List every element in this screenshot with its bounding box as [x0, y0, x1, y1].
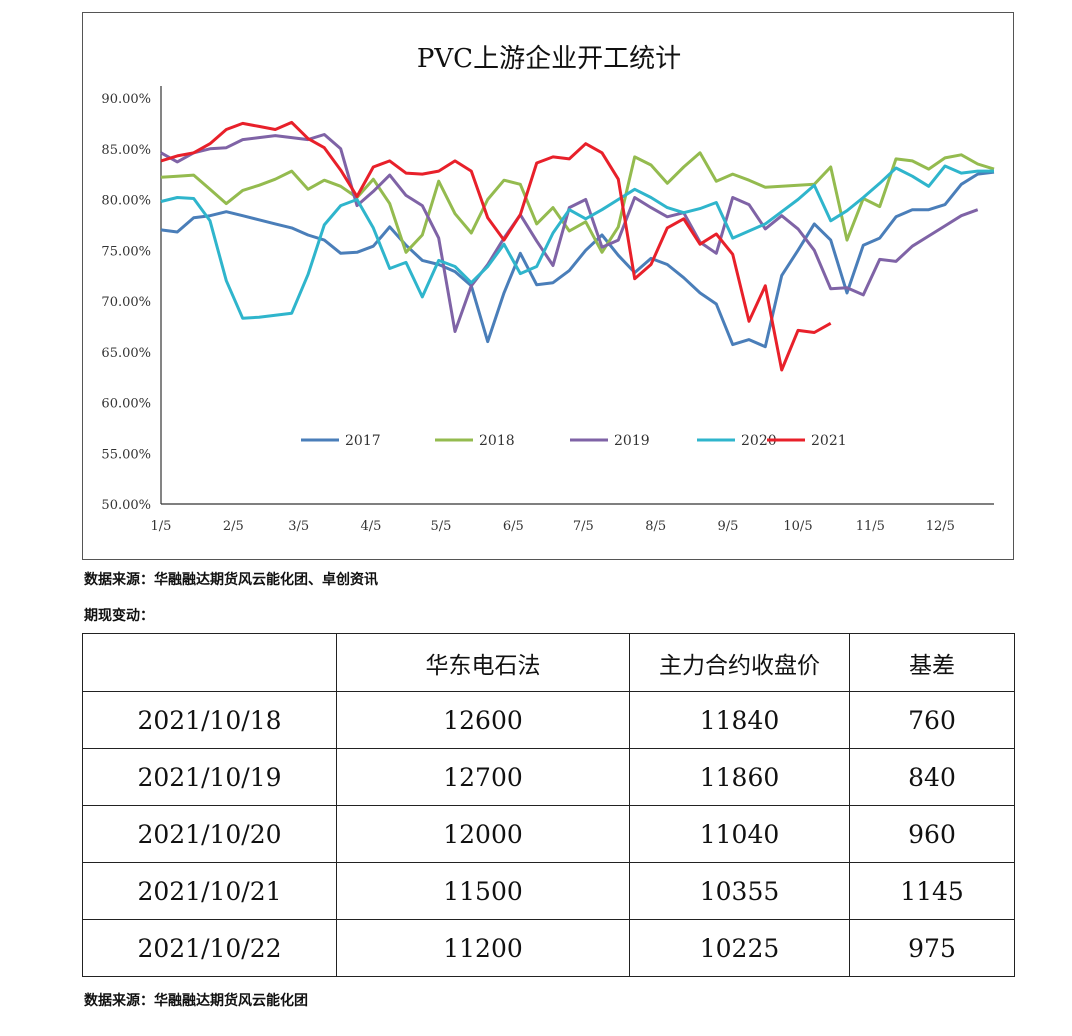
legend-label-2018: 2018 — [479, 433, 515, 449]
header-cell: 华东电石法 — [336, 633, 630, 692]
spot-cell: 12000 — [336, 805, 630, 863]
x-tick-label: 6/5 — [503, 519, 524, 534]
table-row: 2021/10/22 11200 10225 975 — [82, 919, 1015, 977]
y-tick-label: 60.00% — [101, 397, 151, 412]
futures-cell: 11840 — [629, 691, 850, 749]
header-cell: 基差 — [849, 633, 1015, 692]
x-tick-label: 9/5 — [718, 519, 739, 534]
x-tick-label: 11/5 — [856, 519, 885, 534]
legend-label-2021: 2021 — [811, 433, 847, 449]
date-cell: 2021/10/22 — [82, 919, 337, 977]
legend-label-2020: 2020 — [741, 433, 777, 449]
x-tick-label: 2/5 — [223, 519, 244, 534]
table-row: 2021/10/18 12600 11840 760 — [82, 691, 1015, 749]
y-tick-label: 75.00% — [101, 244, 151, 259]
data-source-note: 数据来源：华融融达期货风云能化团、卓创资讯 — [84, 572, 378, 588]
table-row: 2021/10/20 12000 11040 960 — [82, 805, 1015, 863]
series-line-2018 — [160, 151, 995, 254]
date-cell: 2021/10/19 — [82, 748, 337, 806]
series-line-2017 — [160, 170, 995, 349]
y-tick-label: 55.00% — [101, 447, 151, 462]
basis-table: 华东电石法 主力合约收盘价 基差 2021/10/18 12600 11840 760… — [82, 633, 1015, 977]
header-cell: 主力合约收盘价 — [629, 633, 850, 692]
chart-panel: PVC上游企业开工统计 90.00% 85.00% 80.00% 75.00% 70.00… — [82, 12, 1014, 560]
table-header-row: 华东电石法 主力合约收盘价 基差 — [82, 633, 1015, 692]
date-cell: 2021/10/20 — [82, 805, 337, 863]
x-tick-label: 5/5 — [431, 519, 452, 534]
y-tick-label: 70.00% — [101, 295, 151, 310]
spot-cell: 12700 — [336, 748, 630, 806]
futures-cell: 10355 — [629, 862, 850, 920]
y-tick-label: 90.00% — [101, 92, 151, 107]
y-tick-label: 50.00% — [101, 498, 151, 513]
x-tick-label: 4/5 — [361, 519, 382, 534]
y-tick-label: 65.00% — [101, 346, 151, 361]
line-chart: PVC上游企业开工统计 90.00% 85.00% 80.00% 75.00% 70.00… — [101, 44, 995, 534]
section-label: 期现变动： — [84, 608, 154, 624]
x-tick-label: 10/5 — [783, 519, 812, 534]
x-tick-label: 3/5 — [288, 519, 309, 534]
spot-cell: 11200 — [336, 919, 630, 977]
header-cell — [82, 633, 337, 692]
x-tick-label: 12/5 — [926, 519, 955, 534]
futures-cell: 11860 — [629, 748, 850, 806]
x-tick-label: 7/5 — [573, 519, 594, 534]
chart-title: PVC上游企业开工统计 — [417, 44, 681, 74]
y-tick-label: 80.00% — [101, 194, 151, 209]
futures-cell: 11040 — [629, 805, 850, 863]
spot-cell: 12600 — [336, 691, 630, 749]
basis-cell: 975 — [849, 919, 1015, 977]
table-row: 2021/10/19 12700 11860 840 — [82, 748, 1015, 806]
series-line-2019 — [160, 133, 979, 333]
series-line-2021 — [160, 120, 832, 372]
legend-label-2019: 2019 — [614, 433, 650, 449]
date-cell: 2021/10/18 — [82, 691, 337, 749]
legend-label-2017: 2017 — [345, 433, 381, 449]
basis-cell: 760 — [849, 691, 1015, 749]
data-source-note-2: 数据来源：华融融达期货风云能化团 — [84, 993, 308, 1009]
basis-cell: 1145 — [849, 862, 1015, 920]
y-tick-label: 85.00% — [101, 143, 151, 158]
futures-cell: 10225 — [629, 919, 850, 977]
x-tick-label: 8/5 — [645, 519, 666, 534]
x-tick-label: 1/5 — [151, 519, 172, 534]
basis-cell: 960 — [849, 805, 1015, 863]
spot-cell: 11500 — [336, 862, 630, 920]
basis-cell: 840 — [849, 748, 1015, 806]
table-row: 2021/10/21 11500 10355 1145 — [82, 862, 1015, 920]
series-line-2020 — [160, 164, 994, 320]
date-cell: 2021/10/21 — [82, 862, 337, 920]
